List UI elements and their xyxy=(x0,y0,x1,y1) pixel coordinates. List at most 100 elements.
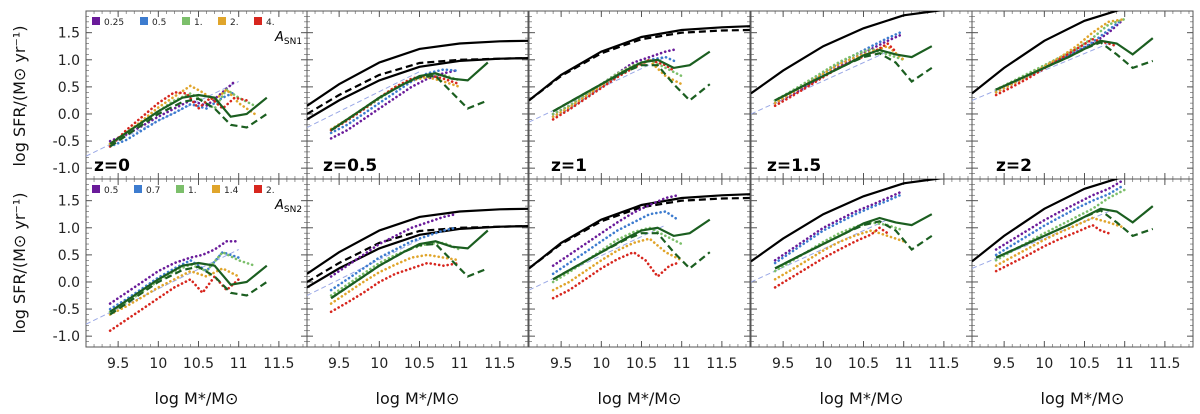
x-tick-label: 10 xyxy=(814,356,832,372)
panel-frame xyxy=(528,10,751,180)
reference-line xyxy=(751,219,888,283)
x-tick-label: 10 xyxy=(149,356,167,372)
panel-r1-c2: 9.5 10 10.5 11 11.5 xyxy=(528,178,751,372)
observed-solid-line xyxy=(995,205,1154,259)
panel-frame xyxy=(306,178,529,348)
series-line-4. xyxy=(551,58,676,121)
panel-r0-c3: z=1.5 xyxy=(750,10,973,180)
panel-r1-c1: 9.5 10 10.5 11 11.5 xyxy=(306,178,529,372)
series-line-0.5 xyxy=(773,31,902,102)
series-line-0.7 xyxy=(551,210,680,276)
panel-r0-c1: z=0.5 xyxy=(306,10,529,180)
x-tick-label: 11 xyxy=(1116,356,1134,372)
x-tick-label: 9.5 xyxy=(107,356,129,372)
x-tick-label: 11.5 xyxy=(928,356,959,372)
observed-solid-line xyxy=(109,261,268,313)
panel-frame xyxy=(528,178,751,348)
plot-area xyxy=(529,25,750,123)
x-tick-label: 10 xyxy=(592,356,610,372)
x-axis-labels: log M*/M⊙ log M*/M⊙ log M*/M⊙ log M*/M⊙ log … xyxy=(155,389,1125,408)
series-line-2. xyxy=(994,17,1126,94)
x-tick-label: 11.5 xyxy=(706,356,737,372)
legend-label: 2. xyxy=(266,186,275,196)
y-tick-label: -0.5 xyxy=(53,134,80,150)
x-tick-label: 10 xyxy=(1035,356,1053,372)
redshift-label: z=0.5 xyxy=(323,156,377,176)
x-tick-label: 9.5 xyxy=(550,356,572,372)
observed-solid-line xyxy=(552,50,711,113)
x-tick-label: 10.5 xyxy=(626,356,657,372)
redshift-label: z=0 xyxy=(94,156,130,176)
panel-r0-c0: -1.0 -0.5 0.0 0.5 1.0 1.5 z=0 0.25 0.5 1. 2. 4. ASN1 xyxy=(53,10,308,180)
y-tick-label: 1.5 xyxy=(58,26,80,42)
series-line-0.7 xyxy=(994,185,1122,257)
x-axis-label: log M*/M⊙ xyxy=(598,389,682,408)
observed-dashed-line xyxy=(109,265,268,316)
main-sequence-curve xyxy=(529,28,750,102)
plot-area xyxy=(86,240,268,333)
observed-solid-line xyxy=(995,37,1154,91)
panel-frame xyxy=(971,178,1194,348)
observed-solid-line xyxy=(774,45,933,102)
legend: 0.25 0.5 1. 2. 4. xyxy=(92,17,275,28)
x-tick-label: 11.5 xyxy=(484,356,515,372)
y-tick-label: 1.0 xyxy=(58,53,80,69)
series-line-1. xyxy=(329,241,462,297)
series-line-0.5 xyxy=(108,240,240,305)
main-sequence-curve xyxy=(307,57,528,115)
main-sequence-curve xyxy=(307,39,528,107)
series-line-0.7 xyxy=(773,194,902,265)
series-line-2. xyxy=(329,75,462,131)
observed-dashed-line xyxy=(330,74,489,132)
series-line-0.5 xyxy=(329,68,458,135)
x-tick-label: 11.5 xyxy=(1149,356,1180,372)
main-sequence-curve xyxy=(307,207,528,275)
parameter-label: ASN1 xyxy=(274,30,302,47)
plot-area xyxy=(86,80,268,157)
y-tick-label: -0.5 xyxy=(53,302,80,318)
series-line-0.5 xyxy=(994,180,1122,251)
reference-line xyxy=(529,224,666,291)
series-line-1. xyxy=(773,47,906,102)
legend-label: 2. xyxy=(230,18,239,28)
legend-label: 0.25 xyxy=(104,18,124,28)
legend-item: 0.5 xyxy=(140,17,166,28)
series-line-4. xyxy=(773,41,898,108)
legend-label: 0.5 xyxy=(152,18,166,28)
series-line-2. xyxy=(108,84,257,146)
main-sequence-curve xyxy=(529,25,750,102)
y-tick-label: -1.0 xyxy=(53,329,80,345)
x-tick-label: 11 xyxy=(673,356,691,372)
legend-swatch xyxy=(212,185,220,193)
panel-r0-c4: z=2 xyxy=(971,10,1194,180)
x-tick-label: 10.5 xyxy=(1069,356,1100,372)
plot-area xyxy=(972,179,1154,273)
main-sequence-curve xyxy=(751,11,944,95)
x-axis-label: log M*/M⊙ xyxy=(1041,389,1125,408)
legend-item: 2. xyxy=(218,17,239,28)
observed-solid-line xyxy=(774,213,933,270)
legend-swatch xyxy=(254,17,262,25)
legend-item: 1. xyxy=(176,185,197,196)
legend-item: 0.7 xyxy=(134,185,160,196)
legend-label: 1. xyxy=(188,186,197,196)
panel-r1-c3: 9.5 10 10.5 11 11.5 xyxy=(750,178,973,372)
series-line-1. xyxy=(994,17,1126,91)
legend-swatch xyxy=(134,185,142,193)
x-tick-label: 11 xyxy=(230,356,248,372)
main-sequence-curve xyxy=(972,11,1120,95)
y-tick-label: -1.0 xyxy=(53,161,80,177)
panel-grid: -1.0 -0.5 0.0 0.5 1.0 1.5 z=0 0.25 0.5 1. 2. 4. ASN1… xyxy=(53,10,1194,372)
legend: 0.5 0.7 1. 1.4 2. xyxy=(92,185,275,196)
y-axis-labels: log SFR/(M⊙ yr⁻¹) log SFR/(M⊙ yr⁻¹) xyxy=(10,25,29,333)
observed-dashed-line xyxy=(330,242,489,300)
observed-solid-line xyxy=(552,218,711,281)
series-line-2. xyxy=(773,226,889,289)
main-sequence-curve xyxy=(751,179,944,263)
redshift-label: z=2 xyxy=(996,156,1032,176)
series-line-2. xyxy=(994,223,1110,273)
reference-line xyxy=(751,51,888,115)
panel-frame xyxy=(971,10,1194,180)
legend-label: 0.7 xyxy=(146,186,160,196)
